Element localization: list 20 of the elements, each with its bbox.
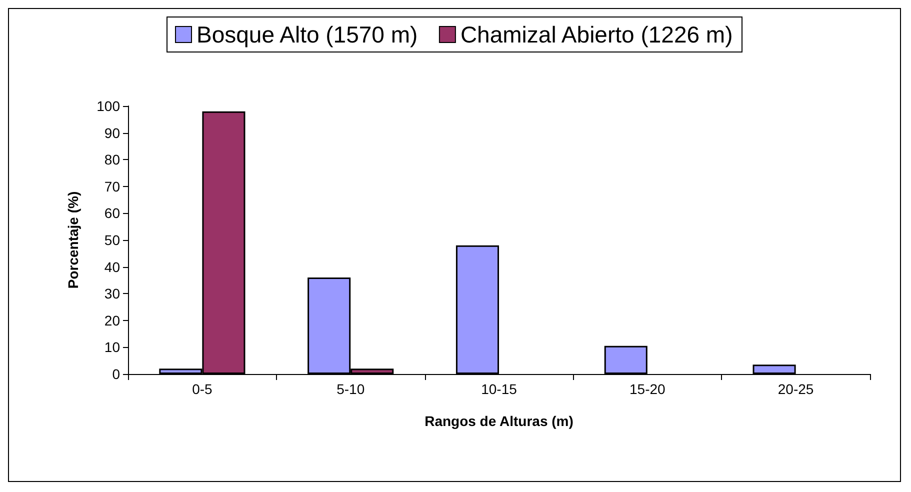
y-tick-label: 80 [104,152,120,168]
y-tick-label: 10 [104,339,120,356]
y-tick-label: 70 [104,178,120,194]
y-tick-label: 90 [104,124,120,141]
y-tick-label: 50 [104,232,120,248]
y-axis-title: Porcentaje (%) [65,191,81,289]
y-tick-label: 40 [104,258,120,275]
y-tick-label: 60 [104,205,120,222]
y-tick-label: 30 [104,286,120,302]
x-axis-title: Rangos de Alturas (m) [424,413,574,429]
y-tick-label: 100 [96,98,120,114]
x-tick-label: 15-20 [629,381,666,397]
x-tick-label: 5-10 [336,381,365,397]
y-tick-label: 0 [112,366,120,382]
x-tick-label: 20-25 [778,381,814,397]
x-tick-label: 10-15 [481,381,518,397]
y-tick-label: 20 [104,312,120,328]
legend-label: Chamizal Abierto (1226 m) [460,22,733,48]
x-tick-label: 0-5 [192,381,213,397]
legend-label: Bosque Alto (1570 m) [196,22,418,48]
